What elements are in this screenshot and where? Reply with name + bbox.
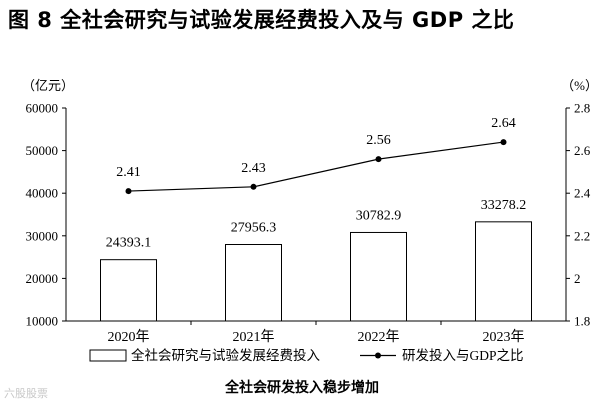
- left-tick-label: 30000: [26, 228, 59, 243]
- line-point: [125, 188, 132, 195]
- bar-value-label: 27956.3: [231, 221, 277, 236]
- left-tick-label: 20000: [26, 271, 59, 286]
- right-tick-label: 2.6: [574, 143, 591, 158]
- bar: [350, 231, 407, 322]
- category-label: 2020年: [108, 329, 150, 345]
- line-value-label: 2.43: [241, 161, 266, 176]
- figure-title: 图 8 全社会研究与试验发展经费投入及与 GDP 之比: [8, 8, 515, 32]
- ratio-line: [128, 141, 504, 192]
- right-axis-unit: （%）: [561, 78, 598, 93]
- bars: 24393.1 27956.3 30782.9 33278.2: [100, 198, 532, 322]
- line-point: [250, 183, 257, 190]
- bar: [225, 244, 282, 322]
- left-tick-label: 40000: [26, 186, 59, 201]
- left-axis-unit: （亿元）: [22, 78, 74, 93]
- category-label: 2022年: [358, 329, 400, 345]
- legend-line-marker: [375, 352, 381, 359]
- line-point: [375, 156, 382, 163]
- line-point: [500, 139, 507, 146]
- legend-line-label: 研发投入与GDP之比: [402, 348, 524, 363]
- right-tick-label: 2.8: [574, 101, 590, 116]
- line-series: 2.41 2.43 2.56 2.64: [116, 116, 516, 195]
- line-value-label: 2.56: [366, 133, 391, 148]
- watermark: 六股股票: [4, 387, 48, 400]
- legend-bar-label: 全社会研究与试验发展经费投入: [131, 347, 320, 363]
- left-tick-label: 50000: [26, 143, 59, 158]
- left-tick-label: 60000: [26, 101, 59, 116]
- legend-bar-swatch: [89, 349, 127, 362]
- line-value-label: 2.64: [491, 116, 516, 131]
- bar-value-label: 24393.1: [106, 236, 152, 251]
- bar: [475, 221, 532, 322]
- bar-value-label: 33278.2: [481, 198, 527, 213]
- right-tick-label: 1.8: [574, 314, 590, 329]
- right-tick-label: 2.2: [574, 228, 590, 243]
- bar-value-label: 30782.9: [356, 208, 402, 223]
- right-tick-label: 2.4: [574, 186, 591, 201]
- line-value-label: 2.41: [116, 165, 141, 180]
- right-tick-label: 2: [574, 271, 581, 286]
- figure-caption: 全社会研发投入稳步增加: [225, 380, 379, 396]
- left-tick-label: 10000: [26, 314, 59, 329]
- category-label: 2023年: [483, 329, 525, 345]
- bar: [100, 259, 157, 322]
- legend: 全社会研究与试验发展经费投入 研发投入与GDP之比: [89, 347, 524, 363]
- category-label: 2021年: [233, 329, 275, 345]
